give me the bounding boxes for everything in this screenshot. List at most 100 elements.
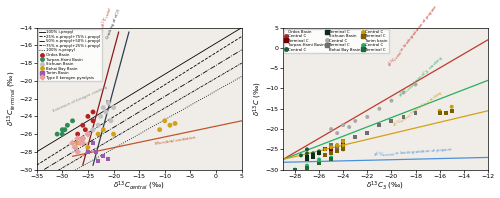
Point <box>333 150 341 153</box>
Point <box>388 99 396 102</box>
Point <box>303 156 311 159</box>
Point <box>79 137 87 140</box>
Point <box>89 141 97 145</box>
Point <box>94 124 102 127</box>
Point <box>339 144 347 147</box>
Point <box>436 111 444 114</box>
Text: Pet: Pet <box>106 100 112 104</box>
Point <box>327 158 335 161</box>
Point <box>58 128 66 131</box>
Point <box>303 164 311 167</box>
Point <box>412 111 420 114</box>
Point <box>309 152 317 155</box>
Point <box>84 115 92 118</box>
Point <box>156 128 164 131</box>
Text: Extension of kerogen cracking: Extension of kerogen cracking <box>52 85 108 113</box>
Point <box>333 148 341 151</box>
Point <box>333 131 341 135</box>
Point <box>71 146 79 149</box>
Point <box>92 150 100 153</box>
Point <box>339 144 347 147</box>
Point <box>79 141 87 145</box>
Point <box>327 156 335 159</box>
Point <box>339 146 347 149</box>
Point <box>321 154 329 157</box>
Point <box>400 91 407 94</box>
Y-axis label: $\delta^{13}C$ (‰): $\delta^{13}C$ (‰) <box>252 81 264 116</box>
X-axis label: $\delta^{13}C_{central}$ (‰): $\delta^{13}C_{central}$ (‰) <box>113 180 165 192</box>
Point <box>315 150 323 153</box>
Point <box>376 107 384 110</box>
Point <box>321 148 329 151</box>
Point <box>74 132 82 136</box>
Point <box>84 150 92 153</box>
Point <box>333 144 341 147</box>
Text: Cracking of $nC_{25}$: Cracking of $nC_{25}$ <box>104 7 124 41</box>
Point <box>339 140 347 143</box>
Point <box>110 132 118 136</box>
Point <box>100 106 108 109</box>
Point <box>89 110 97 113</box>
Point <box>104 157 112 161</box>
Point <box>309 156 317 159</box>
Point <box>364 115 372 118</box>
Point <box>339 123 347 127</box>
Point <box>315 160 323 163</box>
Point <box>388 119 396 123</box>
Point <box>61 128 69 131</box>
Point <box>400 115 407 118</box>
Point <box>89 119 97 122</box>
Point <box>53 132 61 136</box>
Point <box>64 124 72 127</box>
Point <box>364 131 372 135</box>
Point <box>327 128 335 131</box>
Point <box>84 132 92 136</box>
Point <box>327 152 335 155</box>
Point <box>448 109 456 112</box>
Point <box>303 148 311 151</box>
Point <box>58 132 66 136</box>
Point <box>166 124 174 127</box>
Point <box>68 119 76 122</box>
Point <box>84 146 92 149</box>
Y-axis label: $\delta^{13}C_{terminal}$ (‰): $\delta^{13}C_{terminal}$ (‰) <box>6 71 18 126</box>
Point <box>333 150 341 153</box>
Point <box>96 115 104 118</box>
Text: Microbial oxidation: Microbial oxidation <box>154 136 196 146</box>
Point <box>412 83 420 86</box>
Point <box>94 159 102 162</box>
Point <box>327 150 335 153</box>
Point <box>436 109 444 112</box>
Point <box>327 148 335 151</box>
Legend: 100% i-propyl, 25% n-propyl+75% i-propyl, 50% n-propyl+50% i-propyl, 75% n-propy: 100% i-propyl, 25% n-propyl+75% i-propyl… <box>38 29 102 81</box>
Point <box>102 110 110 113</box>
Point <box>339 148 347 151</box>
Point <box>309 154 317 157</box>
Point <box>100 128 108 131</box>
Point <box>351 136 359 139</box>
Point <box>333 144 341 147</box>
Point <box>442 111 450 114</box>
Point <box>74 150 82 153</box>
Text: $\delta^{13}C_{terminal}$ from $nC_{25}$ cracking: $\delta^{13}C_{terminal}$ from $nC_{25}$… <box>392 88 446 131</box>
Point <box>351 119 359 123</box>
Point <box>315 158 323 161</box>
Point <box>327 146 335 149</box>
Point <box>327 146 335 149</box>
Point <box>315 152 323 155</box>
Point <box>94 132 102 136</box>
Point <box>74 137 82 140</box>
Text: $\delta^{13}C_{central}$ from $nC_{25}$ cracking: $\delta^{13}C_{central}$ from $nC_{25}$ … <box>398 53 447 101</box>
Point <box>339 148 347 151</box>
Point <box>79 137 87 140</box>
Point <box>303 152 311 155</box>
Point <box>291 168 299 171</box>
Point <box>327 144 335 147</box>
X-axis label: $\delta^{13}C_{3}$ (‰): $\delta^{13}C_{3}$ (‰) <box>366 180 405 192</box>
Point <box>303 166 311 169</box>
Legend: Ordos Basin, Central C, Terminal C, Turpan-Hami Basin, Central C, Terminal C, Si: Ordos Basin, Central C, Terminal C, Turp… <box>284 29 389 53</box>
Point <box>74 141 82 145</box>
Point <box>303 158 311 161</box>
Point <box>448 105 456 108</box>
Point <box>321 148 329 151</box>
